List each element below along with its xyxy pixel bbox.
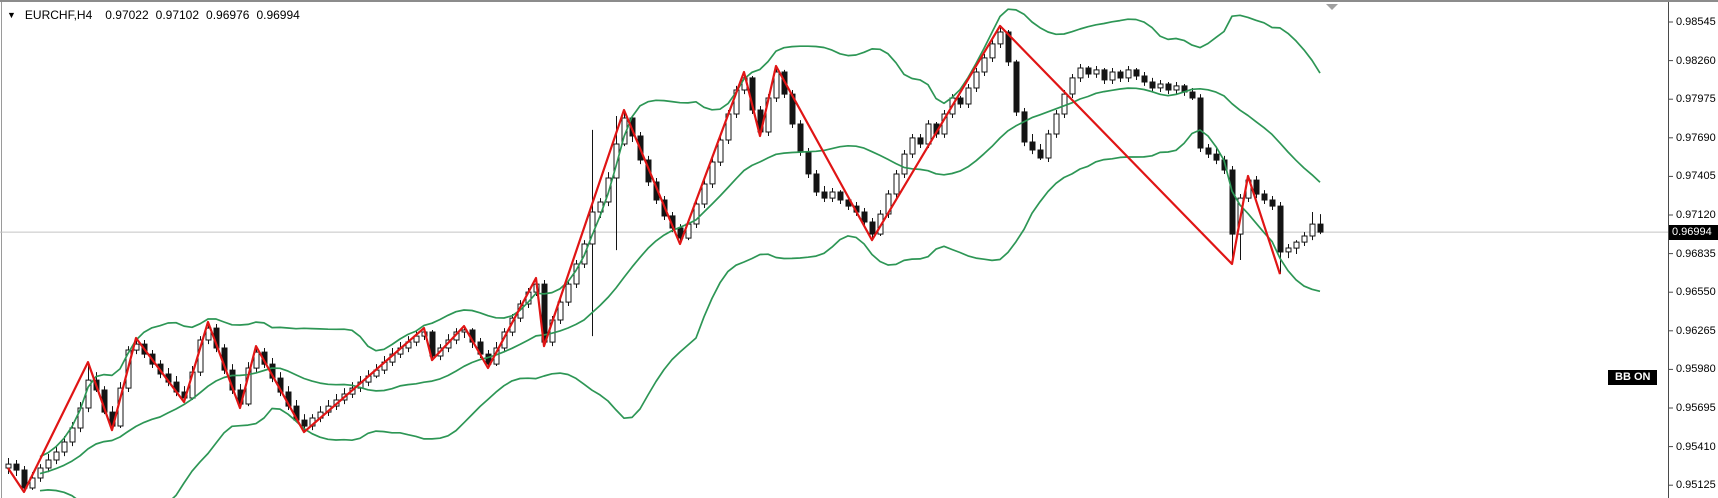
bollinger-lower-line: [39, 129, 1321, 498]
symbol-dropdown-icon[interactable]: ▼: [7, 9, 16, 20]
quote-high: 0.97102: [155, 8, 200, 22]
quote-close: 0.96994: [256, 8, 300, 22]
bollinger-upper-line: [39, 8, 1321, 458]
symbol-timeframe-label: EURCHF,H4: [24, 8, 93, 22]
chart-title: ▼ EURCHF,H4 0.97022 0.97102 0.96976 0.96…: [7, 8, 300, 22]
quote-low: 0.96976: [206, 8, 250, 22]
current-price-label: 0.96994: [1669, 225, 1718, 240]
zigzag-line: [7, 24, 1282, 494]
candles-group: [5, 25, 1324, 492]
window-left-border: [1, 2, 2, 498]
chart-shift-marker-icon[interactable]: [1326, 4, 1338, 10]
bollinger-middle-line: [39, 87, 1321, 475]
quote-open: 0.97022: [105, 8, 149, 22]
bb-toggle-button[interactable]: BB ON: [1608, 370, 1658, 385]
